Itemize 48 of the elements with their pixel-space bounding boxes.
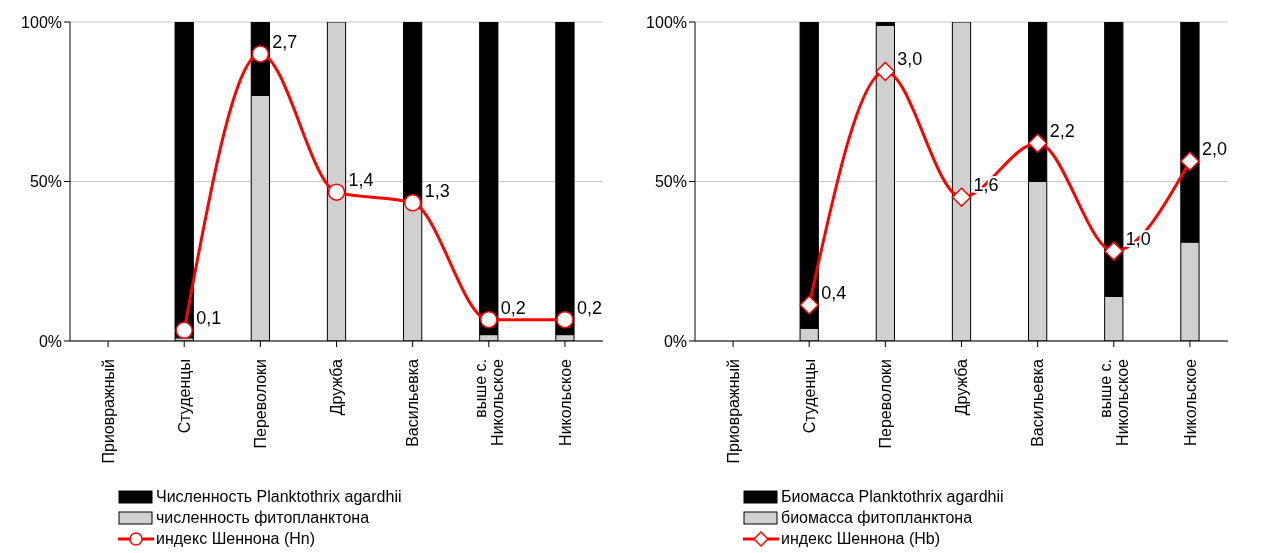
x-tick-label: Дружба bbox=[953, 358, 971, 416]
data-label: 0,2 bbox=[500, 297, 526, 318]
bar bbox=[555, 22, 575, 336]
data-label: 0,2 bbox=[576, 297, 602, 318]
data-label: 1,4 bbox=[348, 170, 374, 191]
x-tick-label: Васильевка bbox=[1029, 358, 1047, 447]
point bbox=[175, 321, 193, 340]
bar bbox=[479, 22, 499, 336]
legend-label: индекс Шеннона (Hn) bbox=[156, 529, 316, 549]
x-tick-label: Никольское bbox=[556, 358, 574, 446]
data-label: 2,7 bbox=[272, 31, 298, 52]
point bbox=[1104, 241, 1124, 261]
x-tick-label: выше с. Никольское bbox=[1096, 358, 1132, 446]
x-tick-label: выше с. Никольское bbox=[471, 358, 507, 446]
y-tick-label: 50% bbox=[654, 173, 687, 191]
x-tick-label: Переволоки bbox=[251, 359, 269, 449]
point bbox=[875, 61, 896, 82]
x-tick-label: Дружба bbox=[328, 358, 346, 416]
bar bbox=[174, 22, 194, 339]
point bbox=[403, 194, 422, 212]
data-label: 2,2 bbox=[1049, 121, 1075, 142]
data-label: 0,1 bbox=[196, 308, 222, 329]
y-tick-label: 100% bbox=[646, 13, 687, 31]
data-label: 3,0 bbox=[897, 49, 923, 70]
legend-label: биомасса фитопланктона bbox=[781, 508, 973, 528]
legend-label: численность фитопланктона bbox=[156, 508, 370, 528]
point bbox=[327, 183, 346, 201]
point bbox=[951, 187, 972, 207]
x-tick-label: Студенцы bbox=[800, 359, 818, 434]
point bbox=[556, 310, 574, 329]
point bbox=[799, 295, 819, 315]
x-tick-label: Приовражный bbox=[724, 359, 742, 464]
y-tick-label: 0% bbox=[38, 332, 62, 350]
y-tick-label: 100% bbox=[21, 13, 62, 31]
x-tick-label: Приовражный bbox=[99, 359, 117, 464]
point bbox=[480, 310, 498, 329]
x-tick-label: Переволоки bbox=[876, 359, 894, 449]
data-label: 2,0 bbox=[1201, 139, 1227, 160]
data-label: 0,4 bbox=[821, 283, 847, 304]
data-label: 1,3 bbox=[424, 180, 450, 201]
legend-label: индекс Шеннона (Hb) bbox=[781, 529, 941, 549]
y-tick-label: 50% bbox=[29, 173, 62, 191]
x-tick-label: Васильевка bbox=[404, 358, 422, 447]
legend-label: Численность Planktothrix agardhii bbox=[156, 487, 402, 507]
legend-label: Биомасса Planktothrix agardhii bbox=[781, 487, 1004, 507]
y-tick-label: 0% bbox=[663, 332, 687, 350]
x-tick-label: Студенцы bbox=[175, 359, 193, 434]
x-tick-label: Никольское bbox=[1181, 358, 1199, 446]
